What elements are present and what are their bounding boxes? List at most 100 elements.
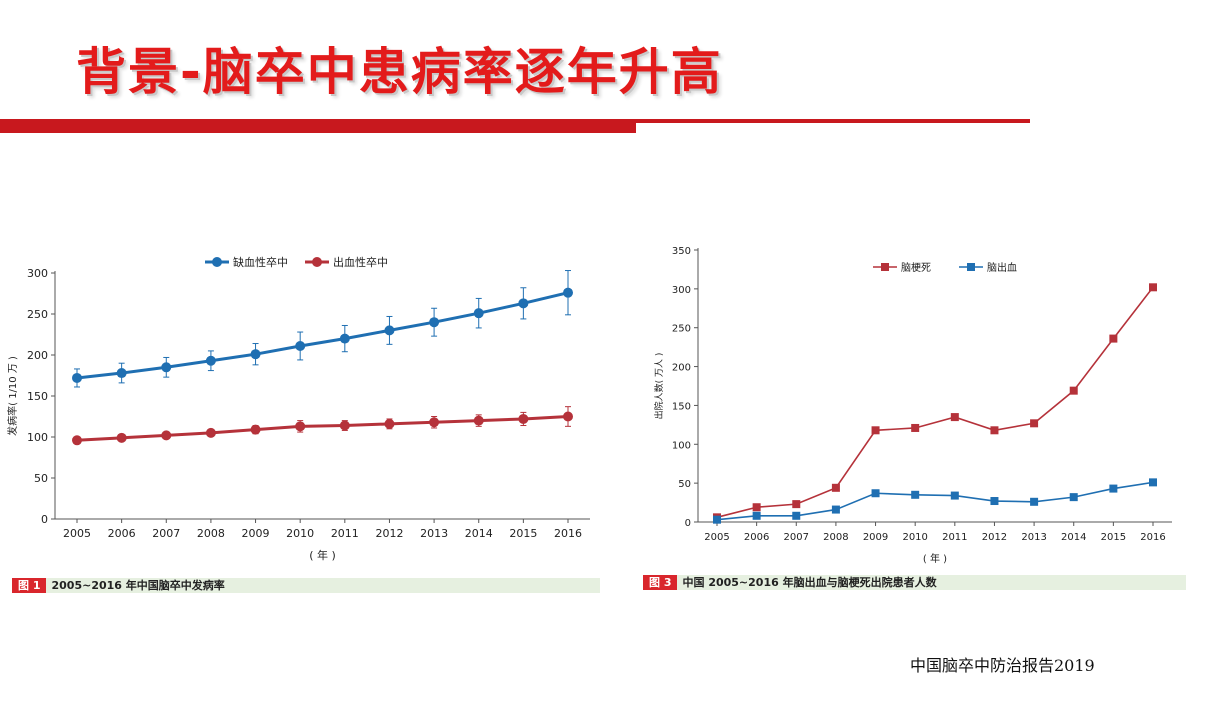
chart1-x-tick-label: 2015 (509, 527, 537, 540)
chart2-series-1-point (831, 505, 840, 514)
chart1-series-1-point (518, 413, 529, 424)
chart1-x-tick-label: 2006 (108, 527, 136, 540)
chart2-series-1-point (950, 491, 959, 500)
chart1-y-tick-label: 150 (27, 390, 48, 403)
chart2-series-0-point (871, 426, 880, 435)
chart1-legend-swatch-marker (312, 257, 322, 267)
chart2-series-0-point (911, 423, 920, 432)
chart1-y-tick-label: 0 (41, 513, 48, 526)
chart2-series-1-point (1069, 493, 1078, 502)
chart1-x-tick-label: 2014 (465, 527, 493, 540)
chart1-y-tick-label: 200 (27, 349, 48, 362)
chart2-series-0-point (752, 503, 761, 512)
chart1-x-tick-label: 2013 (420, 527, 448, 540)
title-underline-bar (0, 119, 636, 133)
chart1-legend-label: 出血性卒中 (333, 255, 388, 269)
chart1-legend-swatch-marker (212, 257, 222, 267)
chart1-y-tick-label: 50 (34, 472, 48, 485)
chart2-x-tick-label: 2007 (784, 532, 809, 543)
chart2-x-tick-label: 2005 (704, 532, 729, 543)
chart2-y-tick-label: 300 (672, 285, 691, 296)
chart2-y-tick-label: 200 (672, 363, 691, 374)
chart1-series-1-point (429, 417, 440, 428)
chart1-x-tick-label: 2008 (197, 527, 225, 540)
chart1-series-0-line (76, 291, 569, 380)
chart2-series-0-point (1109, 334, 1118, 343)
chart1-series-1-point (72, 435, 82, 446)
chart1-series-1-point (205, 427, 216, 438)
chart2-legend-swatch-marker (967, 263, 975, 271)
source-note: 中国脑卒中防治报告2019 (910, 656, 1095, 675)
chart2-series-1-point (871, 489, 880, 498)
chart2-x-axis-label: ( 年 ) (923, 552, 947, 565)
chart2-series-0-point (792, 500, 801, 509)
chart1-y-axis-label: 发病率( 1/10 万 ) (6, 356, 19, 436)
chart2-series-1-point (990, 497, 999, 506)
chart2-x-tick-label: 2010 (902, 532, 927, 543)
chart2-series-1-line (716, 481, 1154, 521)
chart2-x-tick-label: 2006 (744, 532, 769, 543)
figure3-caption-text: 中国 2005~2016 年脑出血与脑梗死出院患者人数 (677, 575, 1186, 590)
chart2-series-1-point (752, 511, 761, 520)
chart1-x-tick-label: 2009 (242, 527, 270, 540)
figure3-tag: 图 3 (643, 575, 678, 590)
chart2-legend-label: 脑出血 (987, 261, 1017, 274)
incidence-chart: 0 50 100 150 200 250 300 2005 2006 2007 2008 2009 20… (6, 255, 590, 562)
chart1-series-0-point (295, 340, 306, 351)
chart1-series-0-point (339, 333, 350, 344)
chart2-series-0-point (831, 483, 840, 492)
chart1-x-tick-label: 2016 (554, 527, 582, 540)
figure1-caption-text: 2005~2016 年中国脑卒中发病率 (46, 578, 600, 593)
chart2-y-tick-label: 250 (672, 324, 691, 335)
chart2-series-0-point (950, 413, 959, 422)
chart1-series-0-point (563, 287, 573, 298)
chart1-y-tick-label: 250 (27, 308, 48, 321)
chart1-series-0-point (250, 349, 261, 360)
chart2-x-tick-label: 2009 (863, 532, 888, 543)
chart1-x-tick-label: 2010 (286, 527, 314, 540)
chart2-x-tick-label: 2014 (1061, 532, 1086, 543)
chart2-legend-swatch-marker (881, 263, 889, 271)
figure3-caption: 图 3 中国 2005~2016 年脑出血与脑梗死出院患者人数 (643, 575, 1186, 590)
chart2-series-0-point (1069, 386, 1078, 395)
chart1-series-0-point (429, 317, 440, 328)
chart2-series-0-point (1030, 419, 1039, 428)
chart2-series-1-point (1149, 478, 1157, 487)
chart1-series-1-line (76, 415, 569, 442)
chart1-series-0-point (72, 372, 82, 383)
chart2-y-tick-label: 100 (672, 440, 691, 451)
chart1-y-tick-label: 100 (27, 431, 48, 444)
chart1-y-tick-label: 300 (27, 267, 48, 280)
chart1-x-tick-label: 2011 (331, 527, 359, 540)
slide-title: 背景-脑卒中患病率逐年升高 (76, 43, 723, 101)
chart1-series-0-point (205, 355, 216, 366)
chart2-series-1-point (713, 515, 721, 524)
chart1-series-0-point (161, 362, 172, 373)
chart2-series-1-point (792, 511, 801, 520)
chart2-y-tick-label: 350 (672, 246, 691, 257)
chart1-series-1-point (563, 411, 573, 422)
chart1-series-1-point (250, 424, 261, 435)
discharge-chart: 0 50 100 150 200 250 300 350 2005 2006 2007 2008 200… (653, 246, 1172, 565)
figure1-caption: 图 1 2005~2016 年中国脑卒中发病率 (12, 578, 600, 593)
chart1-series-1-point (116, 432, 127, 443)
chart1-x-tick-label: 2012 (375, 527, 403, 540)
chart2-x-tick-label: 2011 (942, 532, 967, 543)
chart1-legend-label: 缺血性卒中 (233, 255, 288, 269)
chart1-x-tick-label: 2007 (152, 527, 180, 540)
figure1-tag: 图 1 (12, 578, 47, 593)
chart2-y-axis-label: 出院人数( 万人 ) (653, 353, 665, 420)
chart2-x-tick-label: 2016 (1140, 532, 1165, 543)
chart1-series-0-point (116, 368, 127, 379)
chart1-series-1-point (384, 418, 395, 429)
chart1-x-axis-label: ( 年 ) (309, 548, 336, 562)
chart2-series-0-line (716, 286, 1154, 519)
chart1-x-tick-label: 2005 (63, 527, 91, 540)
chart2-y-tick-label: 0 (685, 518, 691, 529)
title-underline-line (636, 119, 1030, 123)
chart2-series-0-point (1149, 283, 1157, 292)
chart2-legend-label: 脑梗死 (901, 261, 931, 274)
chart2-y-tick-label: 150 (672, 401, 691, 412)
chart1-series-0-point (518, 298, 529, 309)
chart2-series-1-point (1109, 484, 1118, 493)
